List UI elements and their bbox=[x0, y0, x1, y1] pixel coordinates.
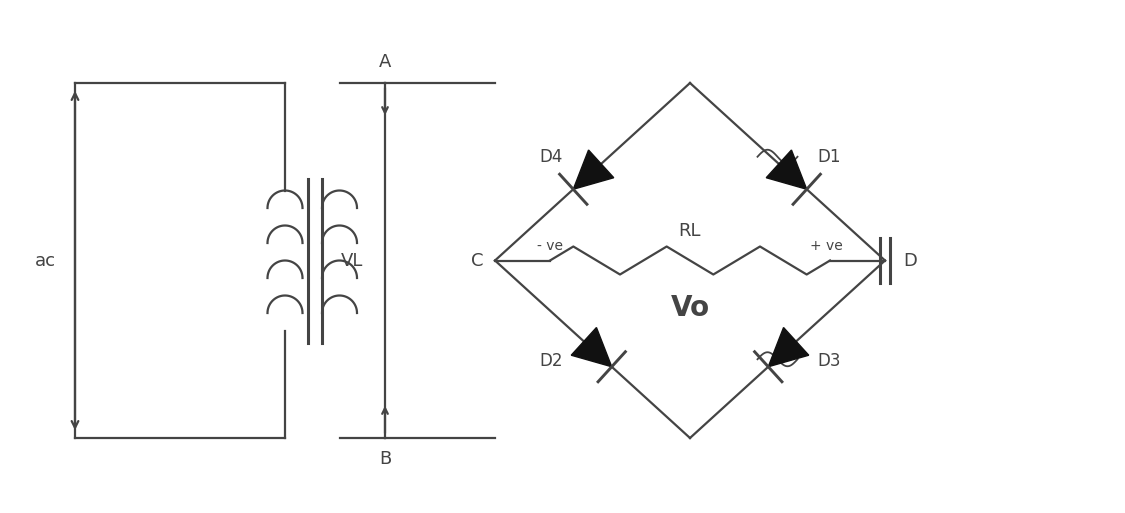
Polygon shape bbox=[572, 327, 612, 367]
Text: - ve: - ve bbox=[537, 240, 562, 253]
Text: D1: D1 bbox=[818, 148, 842, 166]
Text: A: A bbox=[379, 53, 391, 71]
Text: ac: ac bbox=[35, 251, 55, 269]
Text: VL: VL bbox=[341, 251, 363, 269]
Text: D3: D3 bbox=[818, 352, 842, 370]
Polygon shape bbox=[574, 150, 614, 189]
Text: D: D bbox=[903, 251, 917, 269]
Text: D2: D2 bbox=[539, 352, 562, 370]
Text: Vo: Vo bbox=[670, 294, 710, 323]
Text: + ve: + ve bbox=[810, 240, 843, 253]
Text: C: C bbox=[470, 251, 483, 269]
Text: D4: D4 bbox=[539, 148, 562, 166]
Text: B: B bbox=[379, 450, 391, 468]
Polygon shape bbox=[766, 150, 807, 189]
Polygon shape bbox=[768, 327, 809, 367]
Text: RL: RL bbox=[678, 222, 701, 240]
